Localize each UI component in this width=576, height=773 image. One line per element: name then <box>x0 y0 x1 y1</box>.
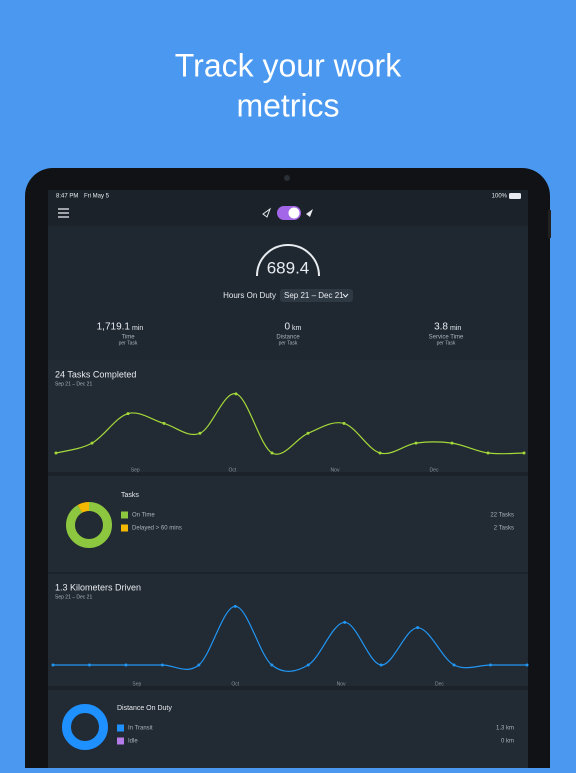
point <box>51 663 55 667</box>
card <box>48 476 528 572</box>
toggle-knob <box>288 207 300 219</box>
status-date: Fri May 5 <box>84 194 110 200</box>
legend-swatch <box>117 724 124 732</box>
stat-label: Time <box>121 335 135 341</box>
card <box>48 690 528 768</box>
x-tick-label: Oct <box>229 467 237 473</box>
point <box>452 663 456 667</box>
chart-title: 24 Tasks Completed <box>55 369 136 379</box>
line <box>55 393 525 455</box>
value-label: 0 km <box>501 739 514 745</box>
stat-label: Service Time <box>429 335 464 341</box>
summary-value: 689.4 <box>267 258 310 277</box>
stat-sub: per Task <box>437 340 456 346</box>
point <box>197 663 201 667</box>
x-tick-label: Nov <box>337 681 346 687</box>
point <box>162 421 166 425</box>
stat-unit: min <box>450 325 461 332</box>
location-icon <box>262 207 272 218</box>
point <box>306 431 310 435</box>
point <box>233 604 237 608</box>
donut-segment <box>62 704 108 750</box>
point <box>270 451 274 455</box>
point <box>489 663 493 667</box>
point <box>198 431 202 435</box>
x-tick-label: Dec <box>435 681 444 687</box>
point <box>522 451 526 455</box>
point <box>378 451 382 455</box>
point <box>343 620 347 624</box>
x-tick-label: Nov <box>331 467 340 473</box>
point <box>379 663 383 667</box>
legend-swatch <box>121 511 128 519</box>
chart-title: Distance On Duty <box>117 705 172 712</box>
x-tick-label: Sep <box>132 681 141 687</box>
point <box>124 663 128 667</box>
card <box>48 574 528 686</box>
stat-label: Distance <box>276 335 300 341</box>
donut-segment <box>66 502 112 548</box>
value-label: 2 Tasks <box>494 526 514 532</box>
point <box>54 451 58 455</box>
status-battery: 100% <box>492 194 508 200</box>
summary-label: Hours On Duty <box>223 291 276 300</box>
legend-swatch <box>121 524 128 532</box>
stat-value: 3.8 <box>434 322 448 333</box>
point <box>525 663 529 667</box>
line <box>53 605 527 672</box>
gauge-arc <box>256 244 320 277</box>
device-button <box>548 210 551 238</box>
stat-unit: km <box>292 325 302 332</box>
point <box>450 441 454 445</box>
point <box>306 663 310 667</box>
legend-label: Delayed > 60 mins <box>132 526 182 532</box>
status-time: 8:47 PM <box>56 194 78 200</box>
point <box>160 663 164 667</box>
battery-icon <box>509 193 521 199</box>
point <box>342 421 346 425</box>
stat-sub: per Task <box>279 340 298 346</box>
point <box>414 441 418 445</box>
card <box>48 360 528 472</box>
chevron <box>342 293 349 298</box>
headline: Track your work <box>175 47 402 83</box>
value-label: 1.3 km <box>496 726 514 732</box>
stat-unit: min <box>132 325 143 332</box>
x-tick-label: Dec <box>430 467 439 473</box>
x-tick-label: Sep <box>131 467 140 473</box>
stat-value: 0 <box>284 322 290 333</box>
value-label: 22 Tasks <box>490 513 514 519</box>
location-icon <box>306 209 313 217</box>
stat-value: 1,719.1 <box>97 322 131 333</box>
x-tick-label: Oct <box>231 681 239 687</box>
chart-subtitle: Sep 21 – Dec 21 <box>55 594 92 600</box>
chart-subtitle: Sep 21 – Dec 21 <box>55 381 92 387</box>
legend-label: Idle <box>128 739 138 745</box>
stat-sub: per Task <box>119 340 138 346</box>
point <box>486 451 490 455</box>
point <box>87 663 91 667</box>
headline: metrics <box>236 87 339 123</box>
legend-label: On Time <box>132 513 155 519</box>
point <box>90 441 94 445</box>
legend-swatch <box>117 737 124 745</box>
range-text: Sep 21 – Dec 21 <box>284 291 344 300</box>
menu-button[interactable] <box>58 208 69 218</box>
point <box>234 392 238 396</box>
chart-title: Tasks <box>121 492 139 499</box>
camera <box>284 175 290 181</box>
chart-title: 1.3 Kilometers Driven <box>55 582 141 592</box>
range-picker[interactable] <box>280 289 353 302</box>
legend-label: In Transit <box>128 726 153 732</box>
point <box>126 412 130 416</box>
point <box>270 663 274 667</box>
point <box>416 626 420 630</box>
